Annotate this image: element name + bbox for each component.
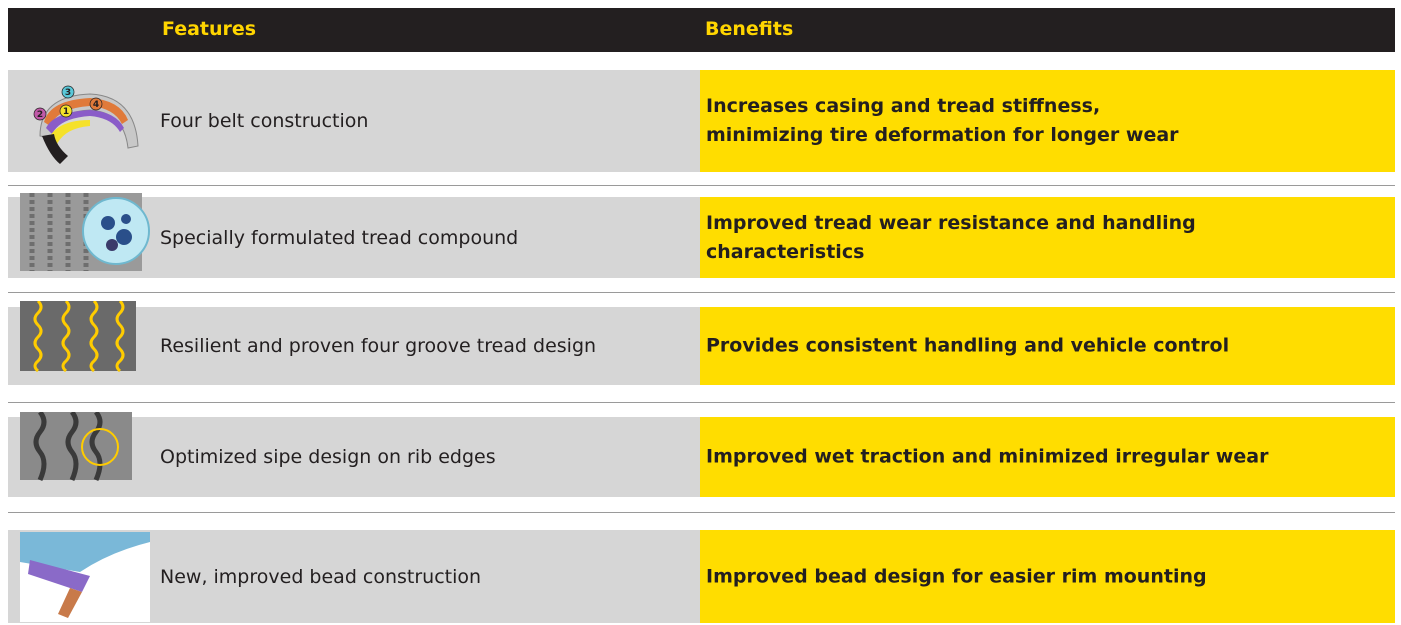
benefit-text: Improved tread wear resistance and handl…: [706, 209, 1196, 267]
feature-row: New, improved bead construction Improved …: [8, 530, 1395, 623]
feature-cell: Specially formulated tread compound: [8, 192, 700, 278]
feature-row: Specially formulated tread compound Impro…: [8, 192, 1395, 278]
row-separator: [8, 185, 1395, 186]
benefit-line: minimizing tire deformation for longer w…: [706, 124, 1179, 146]
benefit-text: Improved bead design for easier rim moun…: [706, 562, 1207, 591]
icon-label: 4: [93, 100, 99, 110]
feature-cell: New, improved bead construction: [8, 530, 700, 623]
feature-text: Optimized sipe design on rib edges: [160, 446, 496, 468]
feature-icon: [20, 192, 150, 271]
feature-cell: 1 2 3 4 Four belt construction: [8, 70, 700, 172]
benefit-cell: Provides consistent handling and vehicle…: [700, 307, 1395, 385]
icon-label: 1: [63, 107, 69, 117]
feature-icon: [20, 412, 132, 482]
icon-badge: [61, 85, 75, 99]
benefit-cell: Improved bead design for easier rim moun…: [700, 530, 1395, 623]
benefit-cell: Increases casing and tread stiffness, min…: [700, 70, 1395, 172]
row-separator: [8, 292, 1395, 293]
row-separator: [8, 402, 1395, 403]
feature-text: Resilient and proven four groove tread d…: [160, 335, 597, 357]
feature-row: Resilient and proven four groove tread d…: [8, 301, 1395, 385]
benefit-line: Improved tread wear resistance and handl…: [706, 211, 1196, 234]
table-header: Features Benefits: [8, 8, 1395, 52]
benefit-text: Improved wet traction and minimized irre…: [706, 443, 1268, 472]
benefit-cell: Improved tread wear resistance and handl…: [700, 197, 1395, 278]
feature-cell: Resilient and proven four groove tread d…: [8, 301, 700, 385]
feature-cell: Optimized sipe design on rib edges: [8, 412, 700, 497]
row-separator: [8, 512, 1395, 513]
benefit-text: Increases casing and tread stiffness, min…: [706, 92, 1179, 150]
benefit-text: Provides consistent handling and vehicle…: [706, 332, 1229, 361]
icon-badge: [59, 104, 73, 118]
icon-badge: [89, 97, 103, 111]
feature-icon: [20, 531, 150, 622]
icon-label: 3: [65, 88, 71, 98]
benefit-cell: Improved wet traction and minimized irre…: [700, 417, 1395, 497]
feature-text: Specially formulated tread compound: [160, 226, 519, 249]
feature-row: Optimized sipe design on rib edges Improv…: [8, 412, 1395, 497]
benefit-line: Provides consistent handling and vehicle…: [706, 334, 1230, 357]
header-benefits: Benefits: [705, 18, 794, 40]
benefit-line: Improved wet traction and minimized irre…: [706, 445, 1269, 468]
feature-row: 1 2 3 4 Four belt construction Increases casi…: [8, 70, 1395, 172]
icon-label: 2: [37, 110, 43, 120]
feature-text: Four belt construction: [160, 110, 369, 132]
feature-text: New, improved bead construction: [160, 565, 482, 588]
benefit-line: Increases casing and tread stiffness,: [706, 95, 1101, 117]
feature-icon: 1 2 3 4: [33, 85, 139, 164]
benefit-line: Improved bead design for easier rim moun…: [706, 565, 1207, 587]
benefit-line: characteristics: [706, 240, 865, 263]
feature-icon: [20, 301, 136, 373]
header-features: Features: [162, 18, 257, 40]
icon-badge: [33, 107, 47, 121]
